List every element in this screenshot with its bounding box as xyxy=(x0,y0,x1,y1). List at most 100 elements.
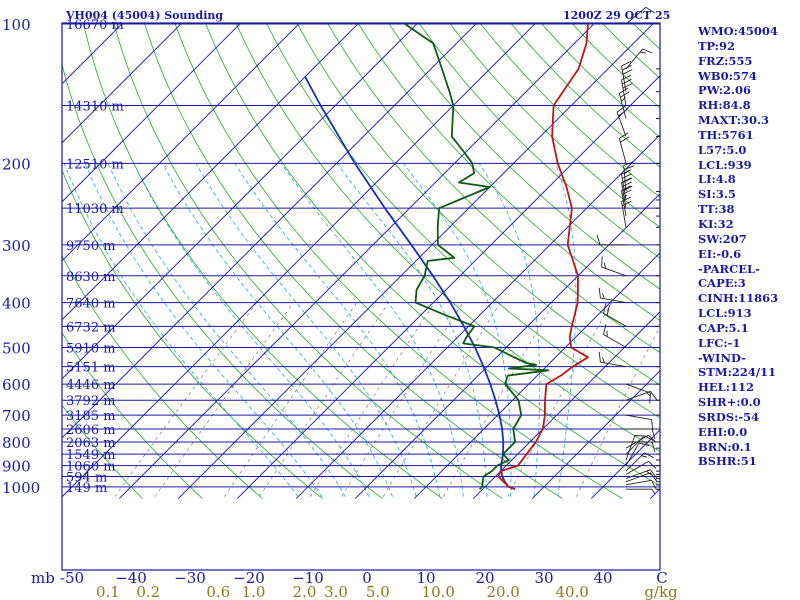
wind-barb xyxy=(621,169,633,201)
wind-barb xyxy=(616,105,628,137)
index-line: -PARCEL- xyxy=(698,261,760,276)
isobars xyxy=(62,23,660,488)
dry-adiabat xyxy=(266,23,660,419)
wind-barb xyxy=(626,441,656,453)
mixing-ratio-line xyxy=(114,302,258,497)
wind-barb xyxy=(625,472,658,483)
dewpoint-trace xyxy=(404,23,550,490)
wind-barb xyxy=(623,161,634,192)
mixing-ratio-line xyxy=(224,302,358,497)
height-label: 5910 m xyxy=(66,341,116,356)
height-label: 2606 m xyxy=(66,423,116,438)
wind-barb xyxy=(626,428,656,440)
index-line: HEL:112 xyxy=(698,380,754,395)
dry-adiabat xyxy=(297,23,660,386)
index-line: TT:38 xyxy=(698,202,735,217)
moist-adiabats xyxy=(63,163,577,497)
parcel-trace xyxy=(304,76,516,491)
mixing-ratio-line xyxy=(443,302,555,497)
temperature-tick-label: −20 xyxy=(233,569,265,587)
wind-barbs xyxy=(596,6,660,495)
wind-barb xyxy=(626,488,656,495)
wind-barb xyxy=(603,324,627,348)
temperature-tick-label: −40 xyxy=(115,569,147,587)
isotherm xyxy=(62,23,183,144)
isotherm xyxy=(62,23,419,380)
pressure-tick-label: 600 xyxy=(2,376,31,394)
pressure-tick-label: 1000 xyxy=(2,479,40,497)
temperature-tick-label: C xyxy=(656,569,667,587)
plot-area xyxy=(62,23,660,499)
height-label: 11030 m xyxy=(66,202,124,217)
isotherm xyxy=(177,23,655,499)
height-label: 1549 m xyxy=(66,448,116,463)
moist-adiabat xyxy=(195,163,417,497)
mixing-ratio-line xyxy=(576,325,660,497)
wind-barb xyxy=(618,132,630,164)
index-line: EI:-0.6 xyxy=(698,246,742,261)
plot-frame xyxy=(61,22,661,571)
pressure-tick-label: 500 xyxy=(2,339,31,357)
moist-adiabat xyxy=(63,163,299,497)
height-label: 4446 m xyxy=(66,378,116,393)
height-label: 9750 m xyxy=(66,239,116,254)
height-label: 7640 m xyxy=(66,297,116,312)
height-label: 8630 m xyxy=(66,270,116,285)
moist-adiabat xyxy=(234,163,441,497)
isotherm xyxy=(62,23,478,439)
isotherm xyxy=(531,370,660,499)
wind-barb xyxy=(625,6,655,25)
isotherm xyxy=(413,252,660,499)
height-label: 6732 m xyxy=(66,320,116,335)
moist-adiabat xyxy=(554,163,577,497)
temperature-tick-label: −10 xyxy=(292,569,324,587)
pressure-tick-label: 200 xyxy=(2,155,31,173)
dry-adiabat xyxy=(388,23,660,290)
temperature-tick-label: 0 xyxy=(362,569,372,587)
mixing-ratio-label: 2.0 xyxy=(293,583,317,600)
wind-barb xyxy=(625,442,650,466)
wind-barb xyxy=(625,479,657,490)
pressure-tick-label: 300 xyxy=(2,237,31,255)
temperature-tick-label: -50 xyxy=(60,569,84,587)
indices-panel: WMO:45004 TP:92 FRZ:555 WB0:574 PW:2.06 RH:84… xyxy=(698,24,778,469)
mixing-ratio-label: 0.2 xyxy=(136,583,160,600)
wind-barb xyxy=(596,234,626,246)
height-label: 3185 m xyxy=(66,409,116,424)
pressure-tick-label: 700 xyxy=(2,407,31,425)
pressure-tick-label: 800 xyxy=(2,434,31,452)
wind-barb xyxy=(598,351,627,368)
isotherm xyxy=(62,23,301,262)
index-line: SRDS:-54 xyxy=(698,409,760,424)
dry-adiabat xyxy=(358,23,660,322)
mixing-ratio-label: 10.0 xyxy=(422,583,455,600)
isotherm xyxy=(62,23,537,498)
sounding-datetime: 1200Z 29 OCT 25 xyxy=(563,9,671,22)
moist-adiabat xyxy=(84,163,323,497)
pressure-tick-label: 400 xyxy=(2,295,31,313)
mixing-ratio-label: 3.0 xyxy=(324,583,348,600)
index-line: RH:84.8 xyxy=(698,98,751,113)
wind-barb xyxy=(625,48,653,70)
moist-adiabat xyxy=(280,163,464,497)
index-line: LCL:913 xyxy=(698,306,752,321)
index-line: SHR+:0.0 xyxy=(698,395,761,410)
index-line: PW:2.06 xyxy=(698,83,752,98)
height-label: 594 m xyxy=(66,471,107,486)
wind-barb xyxy=(603,303,627,327)
index-line: LI:4.8 xyxy=(698,172,736,187)
pressure-tick-label: 900 xyxy=(2,458,31,476)
wind-barb xyxy=(625,452,654,472)
index-line: STM:224/11 xyxy=(698,365,777,380)
wind-barb xyxy=(625,461,657,475)
wind-barb xyxy=(625,469,658,480)
mixing-ratio-label: 0.6 xyxy=(206,583,230,600)
wind-barb xyxy=(621,177,633,209)
index-line: TP:92 xyxy=(698,38,736,53)
index-line: BRN:0.1 xyxy=(698,439,752,454)
mixing-ratio-line xyxy=(382,302,501,497)
mixing-ratio-label: 20.0 xyxy=(486,583,519,600)
height-label: 12510 m xyxy=(66,157,124,172)
sounding-traces xyxy=(304,23,589,491)
